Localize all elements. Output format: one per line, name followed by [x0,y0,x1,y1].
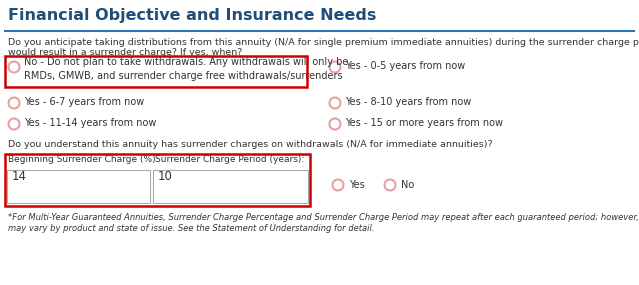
Text: *For Multi-Year Guaranteed Annuities, Surrender Charge Percentage and Surrender : *For Multi-Year Guaranteed Annuities, Su… [8,213,639,222]
Text: 14: 14 [12,170,27,183]
FancyBboxPatch shape [153,170,308,203]
Text: Surrender Charge Period (years):: Surrender Charge Period (years): [155,155,304,164]
Text: Do you understand this annuity has surrender charges on withdrawals (N/A for imm: Do you understand this annuity has surre… [8,140,493,149]
Text: may vary by product and state of issue. See the Statement of Understanding for d: may vary by product and state of issue. … [8,224,374,233]
Text: Yes - 11-14 years from now: Yes - 11-14 years from now [24,118,157,128]
Text: Yes - 15 or more years from now: Yes - 15 or more years from now [345,118,503,128]
Text: Yes - 0-5 years from now: Yes - 0-5 years from now [345,61,465,71]
Text: Yes - 8-10 years from now: Yes - 8-10 years from now [345,97,471,107]
Text: No - Do not plan to take withdrawals. Any withdrawals will only be
RMDs, GMWB, a: No - Do not plan to take withdrawals. An… [24,57,348,81]
Text: Yes - 6-7 years from now: Yes - 6-7 years from now [24,97,144,107]
Text: Yes: Yes [349,180,365,190]
Text: Do you anticipate taking distributions from this annuity (N/A for single premium: Do you anticipate taking distributions f… [8,38,639,47]
Text: would result in a surrender charge? If yes, when?: would result in a surrender charge? If y… [8,48,242,57]
Text: Financial Objective and Insurance Needs: Financial Objective and Insurance Needs [8,8,376,23]
FancyBboxPatch shape [7,170,150,203]
Text: No: No [401,180,414,190]
Text: Beginning Surrender Charge (%):: Beginning Surrender Charge (%): [8,155,158,164]
Text: 10: 10 [158,170,173,183]
